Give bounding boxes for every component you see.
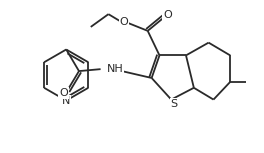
Text: NH: NH <box>106 64 123 74</box>
Text: O: O <box>120 17 129 27</box>
Text: O: O <box>163 10 172 20</box>
Text: S: S <box>171 99 178 108</box>
Text: N: N <box>62 96 70 106</box>
Text: O: O <box>59 88 68 98</box>
